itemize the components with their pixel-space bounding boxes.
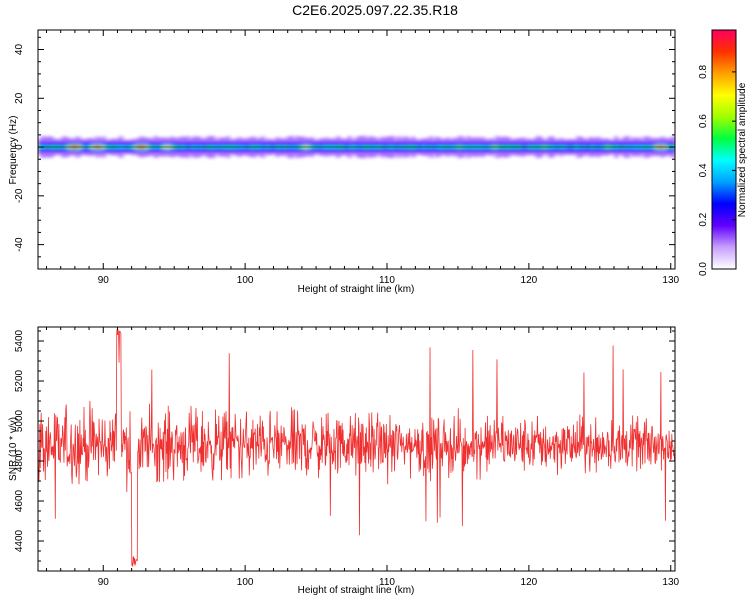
colorbar: 0.0 0.2 0.4 0.6 0.8 Normalized spectral ampl… [698, 29, 748, 276]
colorbar-label: Normalized spectral amplitude [737, 82, 748, 217]
x-tick-label: 130 [662, 577, 679, 588]
spectrogram-heatmap [38, 135, 675, 159]
colorbar-tick-label: 0.8 [698, 64, 709, 78]
colorbar-tick-label: 0.4 [698, 163, 709, 177]
figure-title: C2E6.2025.097.22.35.R18 [292, 2, 458, 18]
x-tick-label: 120 [521, 577, 538, 588]
colorbar-tick-label: 0.6 [698, 114, 709, 128]
snr-ylabel: SNR (10 * v/v) [8, 417, 19, 481]
y-tick-label: 4600 [14, 489, 25, 512]
y-tick-label: 20 [14, 92, 25, 104]
y-tick-label: 0 [14, 144, 25, 150]
colorbar-tick-label: 0.2 [698, 212, 709, 226]
spectrogram-xlabel: Height of straight line (km) [298, 284, 415, 295]
x-tick-label: 110 [379, 275, 395, 286]
colorbar-ticks: 0.0 0.2 0.4 0.6 0.8 [698, 64, 736, 276]
y-tick-label: 4400 [14, 529, 25, 552]
y-tick-label: 4800 [14, 449, 25, 472]
x-tick-label: 120 [521, 275, 538, 286]
snr-panel: 90 100 110 120 130 4400 4600 4800 5000 5200 5400 H… [8, 326, 680, 596]
spectrogram-ylabel: Frequency (Hz) [8, 116, 19, 185]
x-tick-label: 100 [237, 577, 254, 588]
snr-frame [37, 326, 676, 572]
y-tick-label: -20 [14, 188, 25, 203]
x-tick-label: 90 [98, 577, 110, 588]
y-tick-label: 40 [14, 44, 25, 56]
y-tick-label: 5400 [14, 329, 25, 352]
y-tick-label: -40 [14, 237, 25, 252]
snr-series [38, 329, 675, 567]
x-tick-label: 110 [379, 577, 395, 588]
x-tick-label: 130 [662, 275, 679, 286]
colorbar-tick-label: 0.0 [698, 262, 709, 276]
spectrogram-frame [37, 29, 676, 270]
y-tick-label: 5000 [14, 409, 25, 432]
y-tick-label: 5200 [14, 369, 25, 392]
spectrogram-panel: 90 100 110 120 130 40 20 0 -20 -40 Height of stra… [8, 29, 680, 295]
snr-line [38, 329, 675, 567]
colorbar-gradient [711, 29, 737, 270]
x-tick-label: 100 [237, 275, 254, 286]
x-tick-label: 90 [98, 275, 110, 286]
snr-xlabel: Height of straight line (km) [298, 585, 415, 596]
